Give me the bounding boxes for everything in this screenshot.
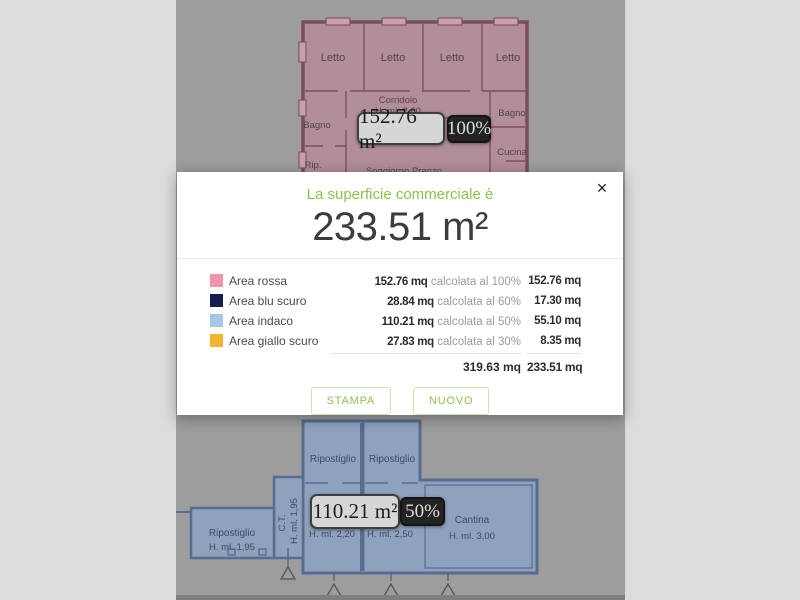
dialog-actions: STAMPA NUOVO	[177, 387, 623, 415]
room-height-label: H. ml. 1,95	[289, 498, 300, 544]
area-name: Area indaco	[229, 314, 294, 328]
total-surface-value: 233.51 m²	[312, 205, 488, 249]
area-name-cell: Area blu scuro	[210, 294, 325, 308]
table-row: Area blu scuro 28.84 mq calcolata al 60%…	[210, 291, 581, 311]
area-value: 152.76 mq	[374, 276, 428, 288]
area-result: 17.30 mq	[534, 295, 581, 307]
room-label: C.T.	[277, 515, 288, 532]
room-label: Bagno	[498, 108, 525, 119]
area-calc-note: calcolata al 30%	[437, 336, 521, 348]
room-label: Letto	[440, 52, 464, 64]
percent-badge-bottom[interactable]: 50%	[400, 497, 445, 526]
area-result: 152.76 mq	[528, 275, 581, 287]
plan-top-windows	[298, 17, 519, 169]
viewport-bottom-edge	[176, 595, 625, 600]
totals-row: 319.63 mq 233.51 mq	[210, 353, 583, 374]
plan-bottom-walls	[227, 482, 533, 569]
total-sum: 319.63 mq	[331, 353, 521, 374]
close-icon[interactable]: ×	[591, 177, 613, 199]
color-swatch	[210, 294, 223, 307]
area-measure-badge-top[interactable]: 152.76 m²	[357, 104, 445, 153]
color-swatch	[210, 314, 223, 327]
room-label: Ripostiglio	[209, 528, 256, 539]
room-label: Letto	[321, 52, 345, 64]
table-row: Area rossa 152.76 mq calcolata al 100% 1…	[210, 271, 581, 291]
area-calc-cell: 152.76 mq calcolata al 100%	[331, 274, 521, 288]
room-label: Letto	[381, 52, 405, 64]
area-name-cell: Area indaco	[210, 314, 325, 328]
area-value: 28.84 mq	[387, 296, 434, 308]
color-swatch	[210, 274, 223, 287]
nuovo-button[interactable]: NUOVO	[413, 387, 490, 415]
percent-badge-top[interactable]: 100%	[447, 115, 491, 143]
area-name: Area rossa	[229, 274, 288, 288]
total-result: 233.51 mq	[527, 353, 583, 374]
area-result: 8.35 mq	[540, 335, 581, 347]
room-height-label: H. ml. 2,60	[375, 106, 421, 117]
plan-bottom-ct-room	[272, 475, 305, 560]
area-calc-cell: 110.21 mq calcolata al 50%	[331, 314, 521, 328]
room-label: Ripostiglio	[369, 454, 416, 465]
area-calc-cell: 28.84 mq calcolata al 60%	[331, 294, 521, 308]
room-label: Letto	[496, 52, 520, 64]
room-label: Cantina	[455, 515, 490, 526]
area-name-cell: Area rossa	[210, 274, 325, 288]
room-height-label: H. ml. 3,00	[449, 531, 495, 542]
floor-plan-top: Letto Letto Letto Letto Corridoio H. ml.…	[298, 17, 529, 180]
dialog-title: La superficie commerciale è	[306, 186, 494, 203]
room-label: Rip.	[305, 160, 322, 171]
area-name: Area blu scuro	[229, 294, 307, 308]
room-label: Ripostiglio	[310, 454, 357, 465]
room-height-label: H. ml. 2,50	[367, 529, 413, 540]
area-value: 110.21 mq	[381, 316, 435, 328]
area-name-cell: Area giallo scuro	[210, 334, 325, 348]
area-calc-cell: 27.83 mq calcolata al 30%	[331, 334, 521, 348]
room-label: Soggiorno Pranzo	[366, 166, 442, 177]
area-measure-badge-bottom[interactable]: 110.21 m²	[310, 494, 400, 529]
area-result: 55.10 mq	[534, 315, 581, 327]
area-calc-note: calcolata al 100%	[430, 276, 521, 288]
area-calc-note: calcolata al 50%	[437, 316, 521, 328]
room-label: Corridoio	[379, 95, 418, 106]
table-row: Area giallo scuro 27.83 mq calcolata al …	[210, 331, 581, 351]
surface-result-dialog: × La superficie commerciale è 233.51 m² …	[177, 172, 623, 415]
area-name: Area giallo scuro	[229, 334, 319, 348]
room-label: Cucina	[497, 147, 527, 158]
room-height-label: H. ml. 1,95	[209, 542, 255, 553]
table-row: Area indaco 110.21 mq calcolata al 50% 5…	[210, 311, 581, 331]
stampa-button[interactable]: STAMPA	[310, 387, 392, 415]
entrance-ticks	[287, 548, 449, 581]
divider	[177, 258, 623, 259]
color-swatch	[210, 334, 223, 347]
areas-table: Area rossa 152.76 mq calcolata al 100% 1…	[177, 259, 623, 374]
area-value: 27.83 mq	[387, 336, 434, 348]
room-label: Bagno	[303, 120, 330, 131]
room-height-label: H. ml. 2,20	[309, 529, 355, 540]
area-calc-note: calcolata al 60%	[437, 296, 521, 308]
